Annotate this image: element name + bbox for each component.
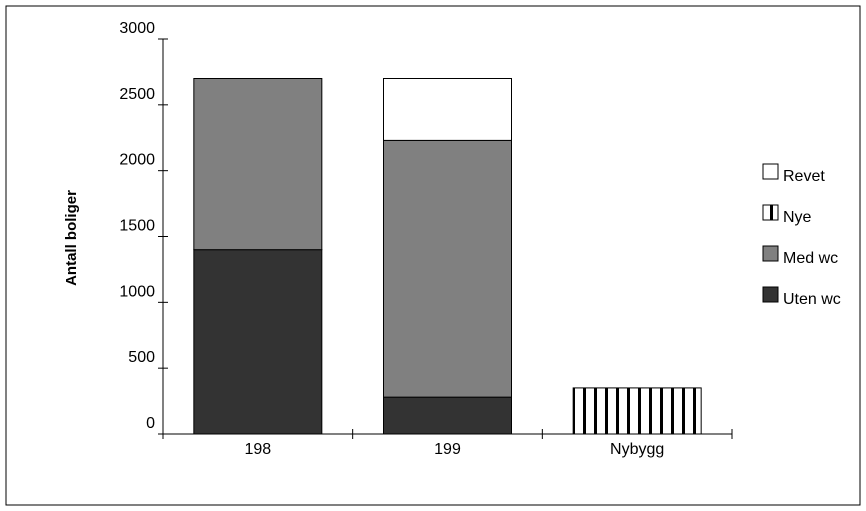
bar-segment-med-wc	[383, 139, 512, 398]
y-tick-label: 3000	[119, 20, 155, 37]
y-tick-label: 1500	[119, 218, 155, 235]
legend-swatch-revet	[762, 163, 779, 180]
legend-label: Med wc	[783, 250, 838, 267]
legend: Revet Nye Med wc Uten wc	[762, 163, 841, 308]
y-tick-label: 0	[146, 415, 155, 432]
bar-segment-uten-wc	[383, 396, 512, 435]
x-tick-label: 198	[244, 441, 271, 458]
x-tick-label: 199	[434, 441, 461, 458]
y-tick-label: 500	[128, 349, 155, 366]
legend-swatch-nye	[762, 204, 779, 221]
y-tick-label: 1000	[119, 283, 155, 300]
bar-segment-uten-wc	[193, 249, 323, 435]
legend-label: Uten wc	[783, 291, 841, 308]
y-axis-label: Antall boliger	[63, 190, 80, 286]
legend-swatch-uten-wc	[762, 286, 779, 303]
plot-area: 0 500 1000 1500 2000 2500 3000 198 199 Nybygg	[119, 20, 733, 458]
bar-segment-nye	[572, 387, 702, 435]
x-tick-label: Nybygg	[610, 441, 664, 458]
y-tick-label: 2000	[119, 152, 155, 169]
legend-label: Revet	[783, 168, 825, 185]
bar-segment-revet	[383, 78, 512, 141]
y-tick-label: 2500	[119, 86, 155, 103]
legend-label: Nye	[783, 209, 812, 226]
legend-swatch-med-wc	[762, 245, 779, 262]
bar-segment-med-wc	[193, 78, 323, 251]
